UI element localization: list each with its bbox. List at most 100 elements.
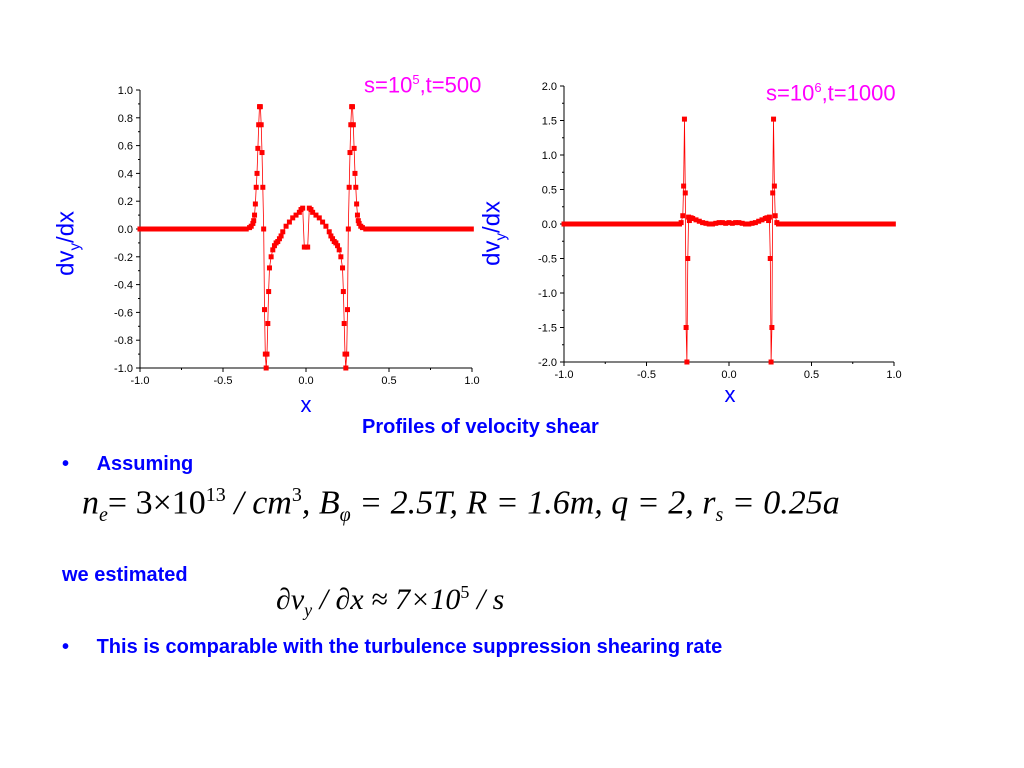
left-y-tick-label: 0.6 <box>118 141 133 153</box>
left-data-point <box>344 351 350 357</box>
annotation-base: s=10 <box>766 80 815 106</box>
left-data-point <box>346 184 352 190</box>
left-data-point <box>320 219 326 225</box>
right-series-line <box>564 119 894 363</box>
left-data-point <box>347 150 353 156</box>
left-y-tick-label: -1.0 <box>114 363 133 375</box>
left-data-point <box>352 170 358 176</box>
annotation-exponent: 6 <box>814 80 822 95</box>
right-data-point <box>696 218 702 224</box>
right-data-point <box>693 217 699 223</box>
right-data-point <box>739 220 745 226</box>
right-data-point <box>723 220 729 226</box>
left-data-point <box>351 145 357 151</box>
left-data-point <box>278 233 284 239</box>
left-y-tick-label: -0.4 <box>114 280 133 292</box>
ylabel-rest: /dx <box>52 210 80 243</box>
figure-caption: Profiles of velocity shear <box>362 416 599 438</box>
left-x-tick-label: 0.0 <box>298 375 313 387</box>
eq-B: , B <box>301 484 340 522</box>
left-data-point <box>308 207 314 213</box>
annotation-base: s=10 <box>364 72 413 98</box>
left-data-point <box>349 104 355 110</box>
right-x-tick-label: 0.5 <box>804 369 819 381</box>
left-data-point <box>276 236 282 242</box>
bullet-text: This is comparable with the turbulence s… <box>96 636 723 658</box>
right-data-point <box>766 218 772 224</box>
right-data-point <box>759 217 765 223</box>
left-data-point <box>248 223 254 229</box>
right-data-point <box>680 213 686 219</box>
left-data-point <box>350 122 356 128</box>
right-data-point <box>678 220 684 226</box>
right-data-point <box>716 220 722 226</box>
left-y-tick-label: -0.6 <box>114 307 133 319</box>
right-data-point <box>766 214 772 220</box>
left-data-point <box>251 218 257 224</box>
right-y-tick-label: -1.5 <box>538 323 557 335</box>
left-y-tick-label: 0.2 <box>118 196 133 208</box>
right-x-tick-label: 1.0 <box>886 369 901 381</box>
left-data-point <box>268 254 274 260</box>
ylabel-sub: y <box>492 232 510 241</box>
left-x-tick-label: -0.5 <box>214 375 233 387</box>
right-x-tick-label: -0.5 <box>637 369 656 381</box>
left-data-point <box>345 226 351 232</box>
eq-3x10: = 3×10 <box>107 484 206 522</box>
right-data-point <box>767 256 773 261</box>
eq-B-sub: φ <box>339 504 351 527</box>
right-data-point <box>682 190 688 196</box>
left-data-point <box>252 212 258 218</box>
left-data-point <box>340 289 346 295</box>
left-data-point <box>338 254 344 260</box>
left-data-point <box>293 212 299 218</box>
right-y-tick-label: 0.5 <box>542 185 557 197</box>
chart-right-ylabel: dvy/dx <box>479 183 510 283</box>
left-y-tick-label: 0.0 <box>118 224 133 236</box>
left-data-point <box>253 184 259 190</box>
eq-rest: = 2.5T, R = 1.6m, q = 2, r <box>350 484 716 522</box>
eq-tail: = 0.25a <box>723 484 840 522</box>
right-x-tick-label: 0.0 <box>721 369 736 381</box>
eq-r-sub: s <box>715 504 724 527</box>
left-data-point <box>286 219 292 225</box>
left-data-point <box>353 184 359 190</box>
annotation-rest: ,t=1000 <box>821 80 896 106</box>
left-data-point <box>355 218 361 224</box>
right-data-point <box>706 221 712 227</box>
eq2-tail: / s <box>469 583 505 616</box>
left-data-point <box>356 220 362 226</box>
right-y-tick-label: -1.0 <box>538 288 557 300</box>
bullet-text: Assuming <box>96 453 194 475</box>
left-data-point <box>260 184 266 190</box>
ylabel-main: dv <box>478 240 506 266</box>
right-data-point <box>703 220 709 226</box>
left-data-point <box>264 351 270 357</box>
left-y-tick-label: -0.8 <box>114 335 133 347</box>
left-x-axis-title: x <box>301 392 312 417</box>
left-data-point <box>310 209 316 215</box>
left-data-point <box>296 209 302 215</box>
equation-parameters: ne= 3×1013 / cm3, Bφ = 2.5T, R = 1.6m, q… <box>82 484 840 527</box>
right-data-point <box>681 183 687 189</box>
left-data-point <box>305 244 311 250</box>
left-data-point <box>254 170 260 176</box>
right-data-point <box>690 215 696 221</box>
bullet-comparable: • This is comparable with the turbulence… <box>62 636 722 659</box>
eq-exp3: 3 <box>291 484 302 506</box>
left-data-point <box>252 201 258 207</box>
left-data-point <box>243 226 249 232</box>
left-data-point <box>265 321 271 327</box>
right-y-tick-label: 2.0 <box>542 81 557 93</box>
right-x-axis-title: x <box>725 382 736 407</box>
right-data-point <box>752 220 758 226</box>
left-data-point <box>266 289 272 295</box>
left-x-tick-label: -1.0 <box>131 375 150 387</box>
left-data-point <box>257 104 263 110</box>
right-data-point <box>772 213 778 219</box>
left-data-point <box>326 229 332 235</box>
ylabel-sub: y <box>66 242 84 251</box>
left-data-point <box>328 233 334 239</box>
right-data-point <box>685 256 691 261</box>
